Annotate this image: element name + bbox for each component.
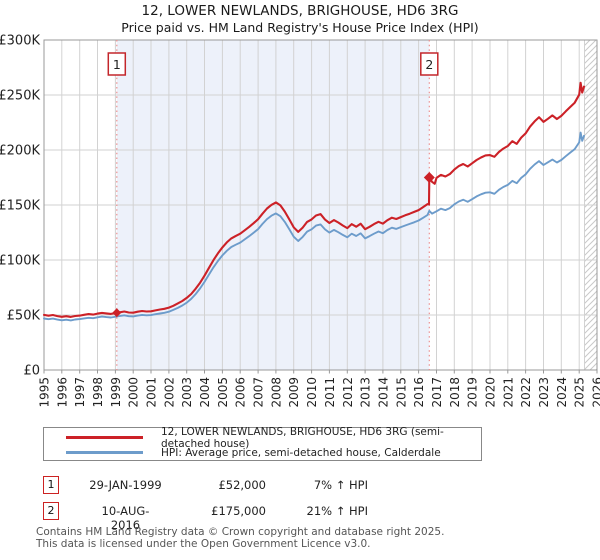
x-tick-label: 2016 <box>412 377 426 408</box>
x-tick-label: 2011 <box>323 377 337 408</box>
x-tick-label: 1997 <box>73 377 87 408</box>
plot-border <box>43 39 598 371</box>
copyright-line1: Contains HM Land Registry data © Crown c… <box>36 526 445 538</box>
x-tick-label: 2024 <box>555 377 569 408</box>
x-tick-label: 2015 <box>394 377 408 408</box>
legend-box: 12, LOWER NEWLANDS, BRIGHOUSE, HD6 3RG (… <box>43 426 482 461</box>
y-tick-label: £200K <box>0 144 40 159</box>
transaction-2-price: £175,000 <box>211 504 266 518</box>
sale-flag-label-1: 1 <box>113 57 121 72</box>
x-tick-label: 2004 <box>198 377 212 408</box>
y-tick-label: £100K <box>0 254 40 269</box>
page-subtitle: Price paid vs. HM Land Registry's House … <box>121 20 479 35</box>
x-tick-label: 2022 <box>519 377 533 408</box>
sale-flag-label-2: 2 <box>425 57 433 72</box>
x-tick-label: 2006 <box>234 377 248 408</box>
x-tick-label: 2021 <box>501 377 515 408</box>
sale-flag-box-2 <box>420 52 439 76</box>
transaction-row: 1 29-JAN-1999 £52,000 7% ↑ HPI <box>0 476 600 496</box>
copyright-notice: Contains HM Land Registry data © Crown c… <box>36 526 596 550</box>
x-tick-label: 2000 <box>127 377 141 408</box>
x-tick-label: 2013 <box>359 377 373 408</box>
copyright-line2: This data is licensed under the Open Gov… <box>36 537 371 550</box>
x-tick-label: 2003 <box>180 377 194 408</box>
transaction-row: 2 10-AUG-2016 £175,000 21% ↑ HPI <box>0 502 600 532</box>
sale-marker-2 <box>423 172 435 183</box>
x-tick-label: 2001 <box>145 377 159 408</box>
x-tick-label: 2009 <box>287 377 301 408</box>
legend-label-price-paid: 12, LOWER NEWLANDS, BRIGHOUSE, HD6 3RG (… <box>161 425 444 450</box>
x-tick-label: 2012 <box>341 377 355 408</box>
x-tick-label: 2018 <box>448 377 462 408</box>
x-tick-label: 2023 <box>537 377 551 408</box>
x-tick-label: 2014 <box>376 377 390 408</box>
y-tick-label: £300K <box>0 34 40 49</box>
x-tick-label: 2026 <box>591 377 600 408</box>
page-title: 12, LOWER NEWLANDS, BRIGHOUSE, HD6 3RG <box>141 3 459 19</box>
transaction-1-date: 29-JAN-1999 <box>89 478 162 492</box>
y-tick-label: £150K <box>0 199 40 214</box>
x-tick-label: 1998 <box>91 377 105 408</box>
x-tick-label: 2010 <box>305 377 319 408</box>
x-tick-label: 2002 <box>162 377 176 408</box>
hpi-line-swatch <box>66 451 143 454</box>
transaction-1-price: £52,000 <box>218 478 266 492</box>
transaction-1-badge: 1 <box>43 476 59 494</box>
y-tick-label: £0 <box>23 364 40 379</box>
y-tick-label: £250K <box>0 89 40 104</box>
transaction-1-hpi-change: 7% ↑ HPI <box>313 478 368 492</box>
x-tick-label: 1995 <box>38 377 52 408</box>
x-tick-label: 2007 <box>252 377 266 408</box>
x-tick-label: 2020 <box>484 377 498 408</box>
x-tick-label: 2019 <box>466 377 480 408</box>
price-chart: 1995 1996 1997 1998 1999 2000 2001 2002 2003 2004… <box>0 34 600 408</box>
legend-label-hpi: HPI: Average price, semi-detached house,… <box>161 446 441 459</box>
x-tick-label: 1999 <box>109 377 123 408</box>
legend-item-price-paid: 12, LOWER NEWLANDS, BRIGHOUSE, HD6 3RG (… <box>44 426 481 450</box>
hpi_average-line <box>43 131 585 322</box>
transaction-2-hpi-change: 21% ↑ HPI <box>306 504 368 518</box>
legend-item-hpi: HPI: Average price, semi-detached house,… <box>44 445 441 460</box>
x-tick-label: 2005 <box>216 377 230 408</box>
price-line-swatch <box>66 436 143 439</box>
x-tick-label: 2017 <box>430 377 444 408</box>
sale-marker-1 <box>112 308 122 318</box>
transaction-2-date: 10-AUG-2016 <box>101 504 150 532</box>
x-tick-label: 1996 <box>55 377 69 408</box>
price_paid_hpi_scaled-line <box>42 81 586 318</box>
sale-flag-box-1 <box>107 52 127 76</box>
x-tick-label: 2025 <box>573 377 587 408</box>
x-tick-label: 2008 <box>269 377 283 408</box>
transaction-2-badge: 2 <box>43 502 59 520</box>
y-tick-label: £50K <box>7 309 41 324</box>
